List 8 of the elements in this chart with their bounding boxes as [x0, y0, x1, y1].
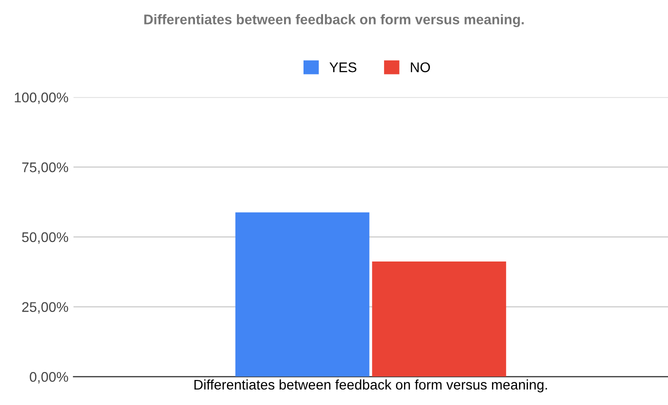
y-tick-label: 100,00% — [14, 92, 68, 104]
legend-label: NO — [410, 62, 430, 72]
y-tick-label: 50,00% — [22, 232, 68, 244]
chart-title: Differentiates between feedback on form versus meaning. — [144, 14, 524, 28]
y-tick-label: 75,00% — [22, 162, 68, 174]
y-tick-label: 0,00% — [30, 372, 68, 384]
y-tick-label: 25,00% — [22, 302, 68, 314]
legend-label: YES — [330, 62, 356, 72]
